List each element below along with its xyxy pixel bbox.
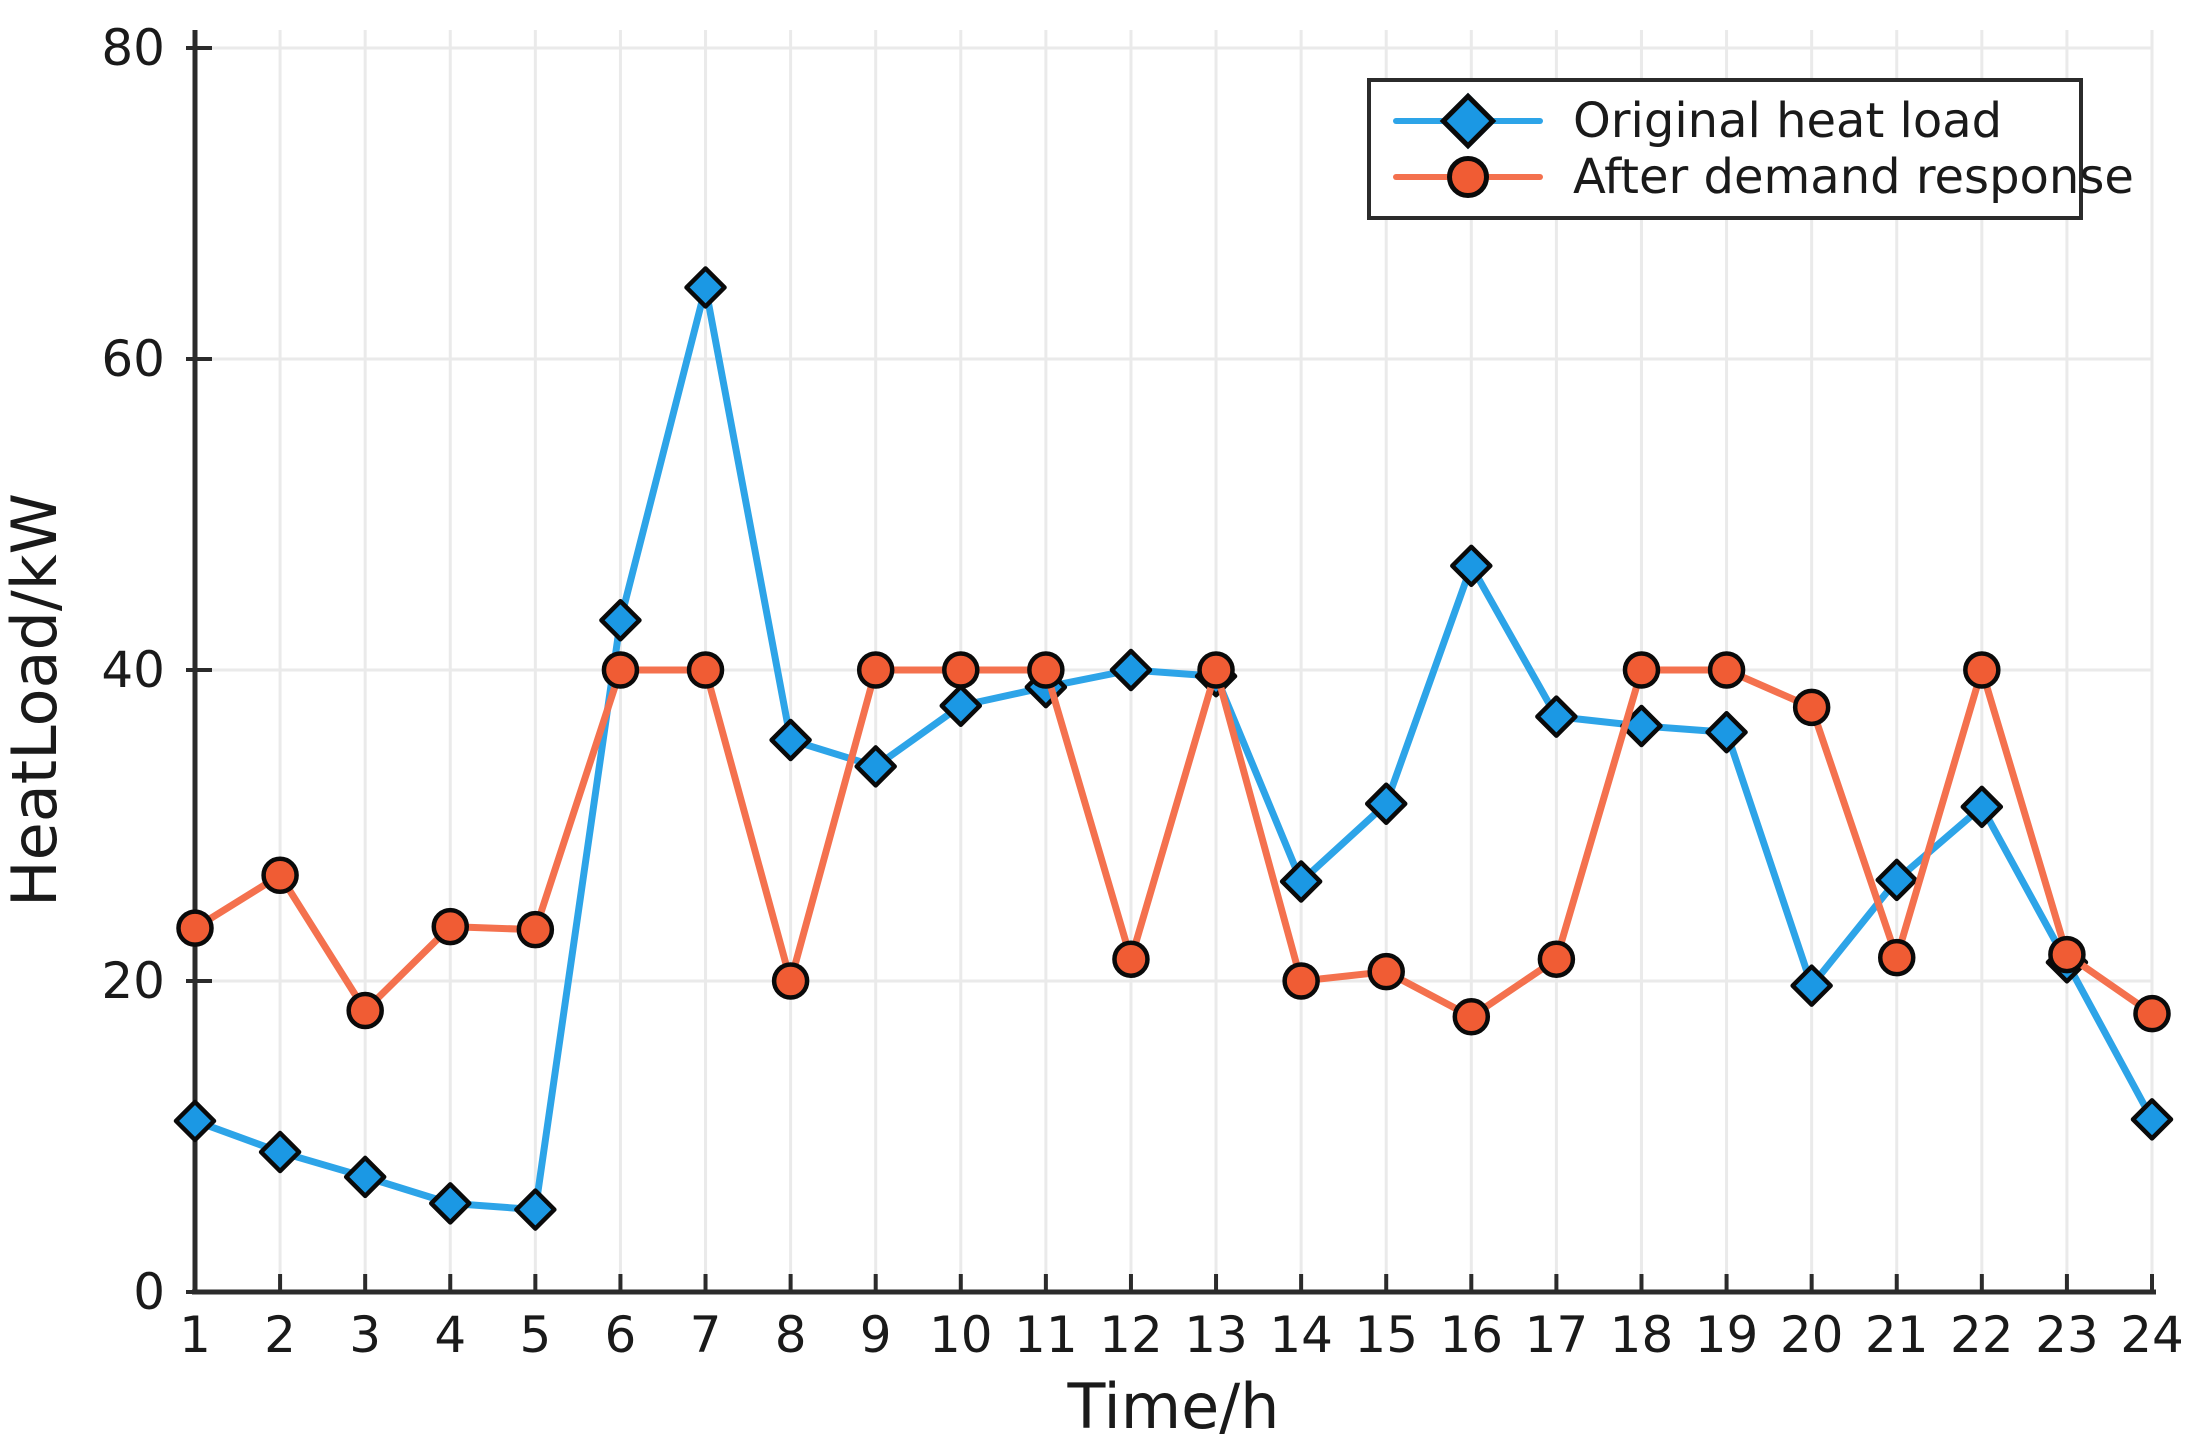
data-point-diamond [2130,1098,2174,1141]
legend-label-original: Original heat load [1573,93,2003,149]
data-point-diamond [684,266,727,309]
data-point-circle [1367,952,1405,991]
series-line-1 [191,666,2156,1021]
data-point-circle [1707,651,1746,689]
data-point-diamond [1705,710,1748,754]
data-point-circle [1963,651,2001,689]
y-tick-label: 80 [101,19,165,77]
x-axis-label: Time/h [1067,1370,1280,1443]
data-point-diamond [769,718,812,762]
x-tick-label: 3 [349,1306,381,1364]
x-tick-label: 11 [1014,1306,1078,1364]
data-point-circle [1112,940,1150,978]
y-tick-label: 40 [101,641,165,699]
data-point-diamond [1364,782,1408,825]
data-point-circle [856,651,895,689]
data-point-circle [176,909,214,947]
y-tick-label: 0 [133,1263,165,1321]
x-tick-label: 1 [179,1306,211,1364]
data-point-diamond [1535,695,1578,738]
data-point-circle [1197,651,1235,689]
x-tick-label: 24 [2120,1306,2184,1364]
data-point-circle [1792,688,1831,727]
legend: Original heat load After demand response [1367,78,2134,220]
x-tick-label: 14 [1269,1306,1333,1364]
y-axis-label: HeatLoad/kW [0,493,71,907]
data-point-circle [601,651,640,689]
x-tick-label: 15 [1354,1306,1418,1364]
data-point-diamond [258,1130,302,1174]
x-tick-label: 20 [1780,1306,1844,1364]
data-point-diamond [1450,544,1493,588]
x-tick-label: 17 [1525,1306,1589,1364]
data-point-circle [1537,940,1576,978]
x-tick-label: 19 [1695,1306,1759,1364]
x-tick-label: 6 [605,1306,637,1364]
data-point-circle [431,907,470,946]
x-tick-label: 7 [690,1306,722,1364]
data-point-diamond [1109,648,1153,692]
x-tick-label: 21 [1865,1306,1929,1364]
y-tick-label: 20 [101,952,165,1010]
data-point-diamond [939,684,983,728]
data-point-diamond [854,745,897,788]
data-point-diamond [1875,858,1918,902]
data-point-circle [686,651,725,689]
legend-item-original-heat-load: Original heat load [1393,92,2071,150]
data-point-diamond [429,1182,472,1225]
circle-marker-icon [1447,156,1489,198]
x-tick-label: 12 [1099,1306,1163,1364]
legend-swatch-after [1393,149,1543,205]
data-point-circle [516,910,555,949]
data-point-circle [2048,935,2086,974]
x-tick-label: 10 [929,1306,993,1364]
data-point-diamond [1279,860,1323,903]
data-point-diamond [173,1099,217,1143]
data-point-circle [942,651,980,689]
x-tick-label: 9 [860,1306,892,1364]
series-line-0 [191,283,2156,1214]
data-point-circle [1027,651,1065,689]
legend-swatch-original [1393,92,1543,150]
diamond-marker-icon [1439,92,1497,150]
x-tick-label: 2 [264,1306,296,1364]
data-point-circle [1622,651,1661,689]
x-tick-label: 5 [519,1306,551,1364]
data-point-circle [1282,962,1320,1000]
data-point-circle [771,962,810,1000]
data-point-diamond [1790,964,1833,1007]
data-point-diamond [1960,785,2004,829]
data-point-diamond [514,1188,557,1231]
data-point-circle [1877,938,1916,977]
x-tick-label: 13 [1184,1306,1248,1364]
data-point-circle [2133,994,2171,1033]
x-tick-label: 23 [2035,1306,2099,1364]
data-point-circle [1452,998,1491,1036]
data-point-circle [261,856,299,895]
x-tick-label: 22 [1950,1306,2014,1364]
data-point-circle [346,991,384,1030]
data-point-diamond [599,598,642,642]
x-tick-label: 4 [434,1306,466,1364]
x-tick-label: 18 [1610,1306,1674,1364]
x-tick-label: 8 [775,1306,807,1364]
x-tick-label: 16 [1439,1306,1503,1364]
data-point-diamond [343,1155,387,1199]
y-tick-label: 60 [101,330,165,388]
legend-item-after-demand-response: After demand response [1393,149,2134,205]
legend-label-after: After demand response [1573,149,2134,205]
